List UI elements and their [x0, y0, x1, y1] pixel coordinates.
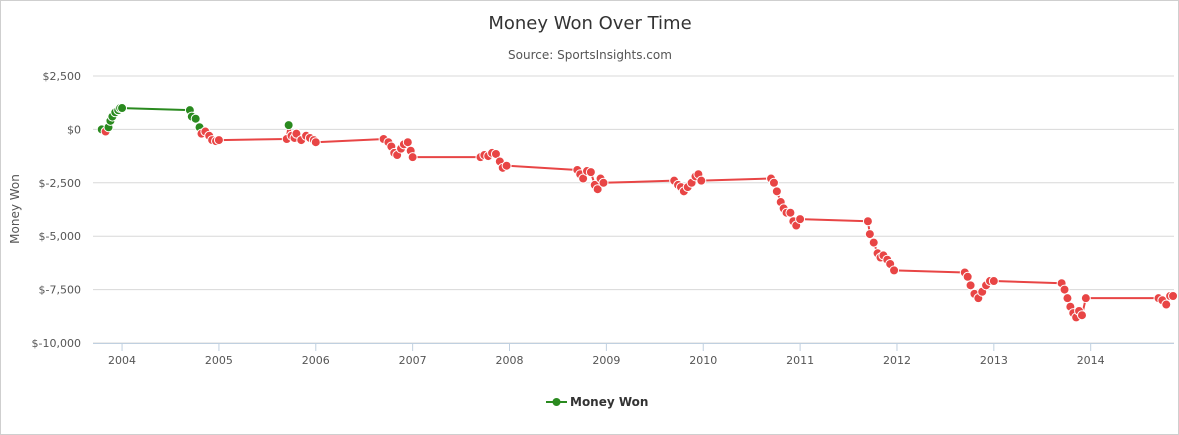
x-tick-label: 2010 [689, 354, 717, 367]
x-tick-label: 2011 [786, 354, 814, 367]
data-point [785, 207, 796, 218]
legend-item-money-won[interactable]: Money Won [546, 395, 648, 409]
y-tick-label: $0 [67, 123, 81, 136]
x-tick-label: 2013 [980, 354, 1008, 367]
data-point [771, 186, 782, 197]
y-tick-label: $-5,000 [39, 230, 81, 243]
y-axis-label: Money Won [8, 174, 22, 244]
x-tick-label: 2014 [1077, 354, 1105, 367]
series-line-segment [799, 218, 869, 223]
data-point [213, 135, 224, 146]
data-point [585, 167, 596, 178]
data-point [1059, 284, 1070, 295]
legend-label: Money Won [570, 395, 648, 409]
x-tick-labels: 2004 2005 2006 2007 2008 2009 2010 2011 2012 2013… [108, 354, 1105, 367]
series-line-segment [505, 164, 579, 171]
series-line-segment [700, 177, 773, 182]
x-tick-label: 2008 [496, 354, 524, 367]
series-point-layer [96, 103, 1178, 323]
series-line-segment [314, 138, 385, 144]
chart-title: Money Won Over Time [488, 13, 691, 34]
data-point [598, 177, 609, 188]
data-point [402, 137, 413, 148]
data-point [864, 229, 875, 240]
x-tick-label: 2004 [108, 354, 136, 367]
x-tick-label: 2007 [399, 354, 427, 367]
data-point [310, 137, 321, 148]
data-point [1168, 291, 1178, 302]
data-point [889, 265, 900, 276]
y-tick-label: $-2,500 [39, 177, 81, 190]
data-point [1076, 310, 1087, 321]
series-line-segment [602, 179, 676, 184]
chart-subtitle: Source: SportsInsights.com [508, 48, 672, 62]
series-line-segment [217, 138, 288, 142]
data-point [868, 237, 879, 248]
grid-layer [93, 75, 1174, 351]
data-point [768, 177, 779, 188]
data-point [988, 276, 999, 287]
data-point [407, 152, 418, 163]
y-tick-label: $-7,500 [39, 284, 81, 297]
data-point [1062, 293, 1073, 304]
series-line-segment [893, 269, 966, 274]
data-point [501, 160, 512, 171]
data-point [965, 280, 976, 291]
y-tick-labels: $2,500 $0 $-2,500 $-5,000 $-7,500 $-10,000 [32, 70, 81, 350]
x-tick-label: 2006 [302, 354, 330, 367]
data-point [696, 175, 707, 186]
data-point [962, 271, 973, 282]
y-tick-label: $2,500 [43, 70, 82, 83]
data-point [592, 184, 603, 195]
data-point [283, 120, 294, 131]
series-line-layer [100, 107, 1175, 319]
x-tick-label: 2012 [883, 354, 911, 367]
data-point [1080, 293, 1091, 304]
data-point [795, 214, 806, 225]
data-point [1161, 299, 1172, 310]
x-tick-label: 2005 [205, 354, 233, 367]
data-point [190, 113, 201, 124]
y-tick-label: $-10,000 [32, 337, 81, 350]
data-point [117, 103, 128, 114]
series-line-segment [992, 280, 1063, 285]
data-point [862, 216, 873, 227]
legend-marker-icon [552, 398, 561, 406]
x-tick-label: 2009 [592, 354, 620, 367]
series-line-segment [121, 107, 191, 112]
